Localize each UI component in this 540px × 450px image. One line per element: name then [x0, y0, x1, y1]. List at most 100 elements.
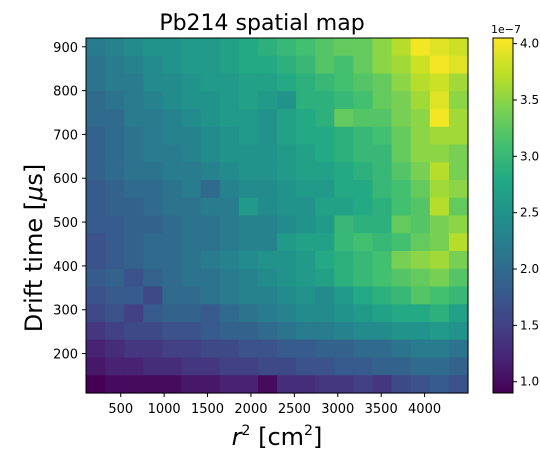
colorbar-tick-label: 3.0: [520, 149, 539, 163]
heatmap-cell: [391, 91, 412, 110]
heatmap-cell: [105, 197, 125, 217]
x-tick-label: 2500: [278, 402, 311, 417]
heatmap-cell: [334, 268, 354, 288]
heatmap-cell: [238, 162, 259, 181]
heatmap-cell: [315, 109, 335, 128]
heatmap-cell: [257, 109, 278, 128]
heatmap-cell: [372, 73, 393, 92]
heatmap-cell: [238, 180, 259, 199]
heatmap-cell: [105, 126, 125, 146]
heatmap-cell: [315, 162, 335, 181]
heatmap-cell: [200, 55, 221, 75]
heatmap-cell: [143, 233, 163, 252]
x-tick-label: 1000: [148, 402, 181, 417]
heatmap-cell: [372, 197, 393, 217]
heatmap-cell: [391, 109, 412, 128]
heatmap-cell: [448, 91, 469, 110]
heatmap-cell: [219, 73, 240, 92]
heatmap-cell: [334, 357, 354, 376]
heatmap-cell: [372, 375, 393, 394]
heatmap-cell: [238, 215, 259, 234]
heatmap-cell: [162, 357, 183, 376]
heatmap-cell: [257, 180, 278, 199]
heatmap-cell: [86, 180, 106, 199]
heatmap-cell: [277, 375, 297, 394]
heatmap-cell: [143, 286, 163, 305]
heatmap-cell: [181, 180, 202, 199]
heatmap-cell: [86, 251, 106, 270]
heatmap-cell: [410, 322, 431, 341]
colorbar-tick-label: 2.0: [520, 262, 539, 276]
plot-frame: [85, 37, 469, 394]
heatmap-cell: [238, 126, 259, 146]
heatmap-cell: [124, 144, 144, 163]
heatmap-cell: [257, 215, 278, 234]
heatmap-cell: [296, 286, 316, 305]
heatmap-cell: [429, 375, 450, 394]
heatmap-cell: [86, 73, 106, 92]
heatmap-cell: [315, 197, 335, 217]
heatmap-cell: [219, 126, 240, 146]
heatmap-cell: [219, 109, 240, 128]
heatmap-cell: [448, 162, 469, 181]
heatmap-cell: [257, 91, 278, 110]
heatmap-cell: [315, 144, 335, 163]
heatmap-cell: [86, 215, 106, 234]
heatmap-cell: [219, 357, 240, 376]
heatmap-cell: [105, 180, 125, 199]
heatmap-cell: [124, 55, 144, 75]
y-tick-label: 500: [53, 216, 78, 231]
heatmap-cell: [315, 55, 335, 75]
colorbar-tick-label: 1.5: [520, 318, 539, 332]
x-axis-ticks: 500 1000 1500 2000 2500 3000 3500 4000: [108, 393, 441, 417]
heatmap-cell: [238, 73, 259, 92]
heatmap-cell: [429, 304, 450, 323]
heatmap-cell: [105, 268, 125, 288]
y-tick-label: 800: [53, 85, 78, 100]
heatmap-cell: [353, 126, 374, 146]
heatmap-cell: [200, 38, 221, 57]
heatmap-cell: [353, 162, 374, 181]
heatmap-cell: [296, 180, 316, 199]
heatmap-cell: [315, 91, 335, 110]
heatmap-cell: [238, 251, 259, 270]
heatmap-cell: [410, 197, 431, 217]
colorbar-ticks: 1.0 1.5 2.0 2.5 3.0 3.5 4.0: [513, 37, 539, 389]
heatmap-cell: [410, 304, 431, 323]
heatmap-cell: [372, 286, 393, 305]
heatmap-cell: [410, 233, 431, 252]
heatmap-cell: [277, 162, 297, 181]
heatmap-cell: [257, 55, 278, 75]
heatmap-cell: [124, 215, 144, 234]
heatmap-cell: [410, 144, 431, 163]
x-tick-label: 3000: [321, 402, 354, 417]
heatmap-cell: [181, 126, 202, 146]
heatmap-cell: [372, 55, 393, 75]
heatmap-cell: [372, 38, 393, 57]
heatmap-cell: [372, 304, 393, 323]
x-tick-label: 3500: [365, 402, 398, 417]
heatmap-cell: [219, 286, 240, 305]
heatmap-cell: [410, 251, 431, 270]
heatmap-cell: [410, 286, 431, 305]
heatmap-cell: [143, 268, 163, 288]
heatmap-cell: [181, 215, 202, 234]
heatmap-cell: [315, 180, 335, 199]
heatmap-cell: [200, 251, 221, 270]
heatmap-cell: [238, 55, 259, 75]
heatmap-cell: [257, 286, 278, 305]
heatmap-cell: [391, 38, 412, 57]
heatmap-cell: [429, 286, 450, 305]
heatmap-cell: [181, 73, 202, 92]
heatmap-cell: [200, 144, 221, 163]
y-axis-ticks: 200 300 400 500 600 700 800 900: [53, 41, 86, 363]
heatmap-cell: [391, 304, 412, 323]
heatmap-cell: [200, 180, 221, 199]
heatmap-cell: [277, 268, 297, 288]
heatmap-cell: [105, 55, 125, 75]
heatmap-cell: [353, 144, 374, 163]
heatmap-cell: [143, 339, 163, 359]
heatmap-cell: [257, 268, 278, 288]
heatmap-cell: [410, 126, 431, 146]
